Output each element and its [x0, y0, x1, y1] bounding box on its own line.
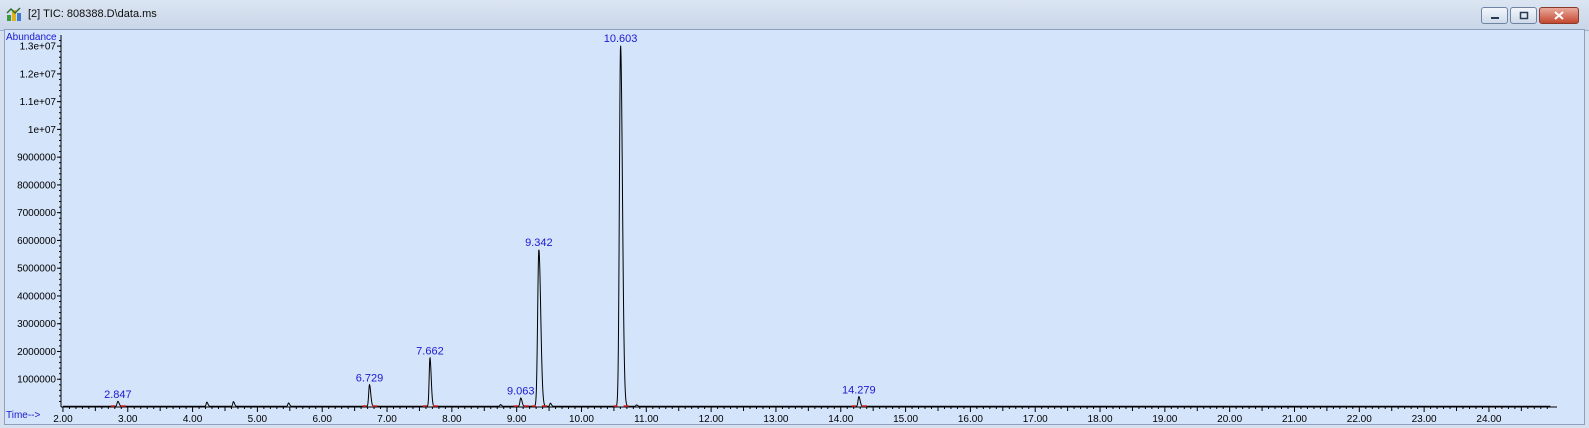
chromatogram-chart: Abundance Time--> 1000000 2000000 3000000 4… [6, 32, 1557, 424]
x-tick-label: 15.00 [893, 414, 918, 424]
y-tick-label: 1.2e+07 [20, 69, 57, 80]
x-tick-label: 3.00 [118, 414, 138, 424]
tic-trace [62, 45, 1551, 407]
x-tick-label: 20.00 [1217, 414, 1242, 424]
peak-label: 7.662 [416, 345, 444, 357]
restore-button[interactable] [1510, 7, 1537, 24]
x-tick-label: 18.00 [1088, 414, 1113, 424]
y-tick-label: 4000000 [17, 291, 56, 302]
window-title: [2] TIC: 808388.D\data.ms [28, 8, 157, 20]
x-tick-label: 16.00 [958, 414, 983, 424]
x-tick-label: 2.00 [53, 414, 73, 424]
minimize-button[interactable] [1481, 7, 1508, 24]
x-tick-label: 6.00 [312, 414, 332, 424]
y-tick-label: 6000000 [17, 236, 56, 247]
y-tick-label: 5000000 [17, 264, 56, 275]
y-tick-label: 8000000 [17, 180, 56, 191]
chromatogram-app-icon [6, 7, 21, 21]
peak-label: 10.603 [604, 33, 638, 45]
x-tick-label: 19.00 [1152, 414, 1177, 424]
title-bar: [2] TIC: 808388.D\data.ms [0, 0, 1589, 31]
x-tick-label: 9.00 [507, 414, 527, 424]
y-tick-label: 2000000 [17, 347, 56, 358]
y-tick-label: 9000000 [17, 153, 56, 164]
x-tick-label: 22.00 [1347, 414, 1372, 424]
restore-icon [1519, 11, 1528, 20]
y-tick-label: 1000000 [17, 375, 56, 386]
peak-label: 6.729 [356, 372, 384, 384]
peak-label: 14.279 [842, 384, 876, 396]
x-tick-label: 23.00 [1412, 414, 1437, 424]
y-axis-title: Abundance [6, 32, 57, 43]
x-tick-label: 14.00 [828, 414, 853, 424]
peak-label: 9.063 [507, 386, 535, 398]
x-tick-label: 21.00 [1282, 414, 1307, 424]
x-tick-label: 11.00 [634, 414, 659, 424]
x-tick-label: 13.00 [763, 414, 788, 424]
axes [60, 35, 1557, 408]
peak-labels: 2.847 6.729 7.662 9.063 9.342 10.603 14.279 [104, 33, 876, 407]
trace [62, 45, 1551, 407]
x-tick-label: 12.00 [699, 414, 724, 424]
x-tick-label: 17.00 [1023, 414, 1048, 424]
y-tick-label: 1e+07 [28, 125, 57, 136]
y-tick-label: 3000000 [17, 319, 56, 330]
ticks: 1000000 2000000 3000000 4000000 5000000 60000… [17, 40, 1548, 424]
window-controls [1481, 7, 1579, 24]
x-tick-label: 8.00 [442, 414, 462, 424]
peak-label: 2.847 [104, 389, 132, 401]
x-tick-label: 7.00 [377, 414, 397, 424]
y-tick-label: 7000000 [17, 208, 56, 219]
close-icon [1554, 11, 1564, 20]
y-tick-label: 1.3e+07 [20, 42, 57, 53]
x-axis-title: Time--> [6, 410, 41, 421]
x-tick-label: 10.00 [569, 414, 594, 424]
x-tick-label: 24.00 [1476, 414, 1501, 424]
x-tick-label: 5.00 [248, 414, 268, 424]
chromatogram-plot[interactable]: Abundance Time--> 1000000 2000000 3000000 4… [4, 29, 1585, 425]
y-tick-label: 1.1e+07 [20, 97, 57, 108]
close-button[interactable] [1539, 7, 1579, 24]
minimize-icon [1490, 16, 1499, 19]
x-tick-label: 4.00 [183, 414, 203, 424]
peak-label: 9.342 [525, 237, 553, 249]
